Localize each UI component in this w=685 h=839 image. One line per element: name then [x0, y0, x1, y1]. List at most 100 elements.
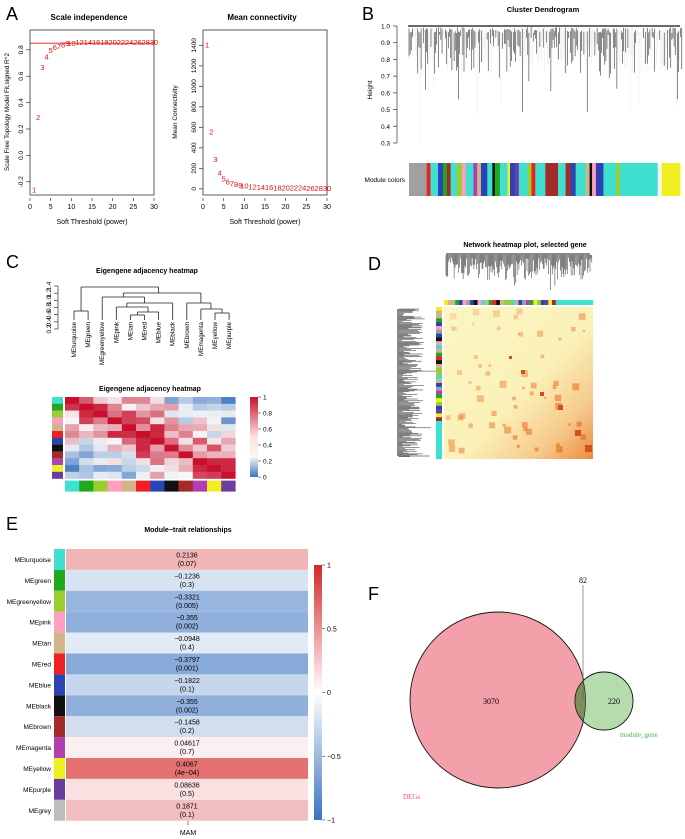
- network-left-color-segment: [436, 421, 442, 425]
- eigengene-heatmap-cell: [136, 458, 151, 466]
- eigengene-heatmap-cell: [164, 424, 179, 432]
- network-heatmap-title: Network heatmap plot, selected gene: [463, 242, 586, 249]
- network-left-color-segment: [436, 307, 442, 311]
- scale-x-tick-label: 5: [49, 204, 53, 211]
- module-trait-row-label: MEbrown: [24, 724, 52, 731]
- eigengene-heatmap-cell: [150, 403, 165, 411]
- network-top-color-segment: [563, 300, 568, 305]
- tom-heatmap-block: [504, 426, 512, 434]
- scale-point-label: 20: [108, 38, 116, 47]
- tom-heatmap-block: [491, 410, 497, 416]
- tom-heatmap-block: [521, 422, 528, 428]
- eigengene-row-color: [52, 458, 63, 466]
- eigengene-y-tick-label: 0.8: [46, 303, 53, 312]
- module-trait-pvalue: (0.3): [180, 582, 194, 589]
- panel-letter-f: F: [368, 584, 379, 604]
- eigengene-heatmap-cell: [93, 471, 108, 479]
- network-top-color-segment: [533, 300, 538, 305]
- eigengene-y-tick-label: 1.4: [46, 281, 53, 290]
- module-trait-correlation: −0.355: [176, 615, 198, 622]
- module-trait-row-color: [54, 758, 65, 779]
- network-left-color-segment: [436, 417, 442, 422]
- eigengene-leaf-labels: MEturquoise MEgreen MEgreenyellow MEpink MEt…: [71, 321, 233, 365]
- eigengene-heatmap-cell: [164, 471, 179, 479]
- network-left-color-segment: [436, 447, 442, 452]
- scale-point-label: 6: [53, 43, 57, 52]
- module-trait-row-label: MEpurple: [23, 787, 51, 794]
- connectivity-y-label: Mean Connectivity: [172, 85, 179, 139]
- module-trait-pvalue: (0.002): [176, 707, 198, 714]
- network-top-color-segment: [507, 300, 512, 305]
- tom-heatmap-block: [457, 414, 464, 421]
- venn-degs-label: DEGs: [403, 793, 420, 801]
- eigengene-row-color: [52, 424, 63, 432]
- eigengene-leaf-label: MEgreen: [85, 322, 92, 348]
- module-trait-row-label: MEgreen: [25, 578, 52, 585]
- eigengene-heatmap-cell: [192, 397, 208, 404]
- connectivity-point-label: 12: [248, 182, 256, 191]
- eigengene-heatmap-cell: [150, 458, 165, 466]
- network-left-color-segment: [436, 333, 442, 338]
- module-color-segment: [589, 163, 593, 196]
- scale-point-label: 24: [125, 38, 133, 47]
- eigengene-heatmap-cell: [121, 444, 137, 452]
- eigengene-heatmap-cell: [121, 424, 137, 432]
- network-top-color-segment: [514, 300, 519, 305]
- scale-y-tick-label: 0.2: [18, 124, 25, 133]
- tom-heatmap-block: [558, 405, 563, 410]
- eigengene-heatmap-cell: [121, 417, 137, 425]
- module-trait-cell: [66, 758, 308, 779]
- network-left-color-segment: [436, 356, 442, 361]
- eigengene-leaf-label: MEpink: [113, 321, 120, 343]
- module-trait-row-color: [54, 737, 65, 758]
- tom-heatmap-block: [554, 394, 562, 402]
- network-top-color-segment: [574, 300, 579, 305]
- connectivity-y-tick-label: 400: [191, 142, 198, 153]
- module-color-segment: [462, 163, 467, 196]
- eigengene-leaf-label: MEturquoise: [71, 322, 78, 358]
- dendrogram-y-tick-label: 1.0: [381, 24, 390, 31]
- connectivity-point-label: 24: [298, 184, 306, 193]
- connectivity-point-label: 9: [238, 181, 242, 190]
- tom-heatmap: [444, 307, 593, 459]
- eigengene-heatmap-cell: [136, 471, 151, 479]
- module-color-segment: [515, 163, 520, 196]
- panel-letter-e: E: [6, 514, 18, 534]
- eigengene-heatmap-cell: [65, 417, 80, 425]
- module-trait-pvalue: (0.001): [176, 666, 198, 673]
- eigengene-heatmap-title: Eigengene adjacency heatmap: [99, 386, 201, 393]
- scale-x-label: Soft Threshold (power): [56, 219, 127, 226]
- module-trait-pvalue: (0.4): [180, 645, 194, 652]
- eigengene-heatmap-cell: [65, 437, 80, 445]
- module-trait-row-color: [54, 799, 65, 821]
- eigengene-heatmap-cell: [221, 417, 236, 425]
- tom-heatmap-block: [488, 364, 491, 367]
- module-trait-pvalue: (0.002): [176, 624, 198, 631]
- network-top-color-segment: [518, 300, 523, 305]
- eigengene-dendrogram-title: Eigengene adjacency heatmap: [96, 268, 198, 275]
- network-left-color-segment: [436, 432, 442, 437]
- eigengene-heatmap-cell: [136, 424, 151, 432]
- panel-f: F 82 3070 220 DEGs module_gene: [368, 576, 658, 801]
- eigengene-leaf-label: MEblue: [156, 322, 163, 344]
- tom-heatmap-block: [476, 395, 484, 403]
- eigengene-heatmap-cell: [164, 417, 179, 425]
- module-trait-cell: [66, 549, 308, 570]
- network-top-color-segment: [488, 300, 493, 305]
- tom-heatmap-block: [468, 380, 472, 385]
- connectivity-point-label: 2: [209, 127, 213, 136]
- eigengene-heatmap-cell: [178, 451, 193, 459]
- network-left-color-segment: [436, 436, 442, 441]
- tom-heatmap-block: [516, 444, 520, 448]
- tom-heatmap-block: [445, 415, 451, 420]
- connectivity-x-axis: 0 5 10 15 20 25 30: [201, 198, 331, 211]
- eigengene-heatmap-cell: [79, 444, 94, 452]
- eigengene-heatmap-cell: [136, 444, 151, 452]
- tom-heatmap-block: [571, 327, 576, 332]
- connectivity-y-tick-label: 800: [191, 101, 198, 112]
- connectivity-point-label: 8: [234, 180, 238, 189]
- network-top-color-segment: [466, 300, 471, 305]
- eigengene-heatmap-cell: [107, 451, 122, 459]
- eigengene-legend-label: 0.4: [263, 443, 272, 450]
- module-trait-row-color: [54, 653, 65, 675]
